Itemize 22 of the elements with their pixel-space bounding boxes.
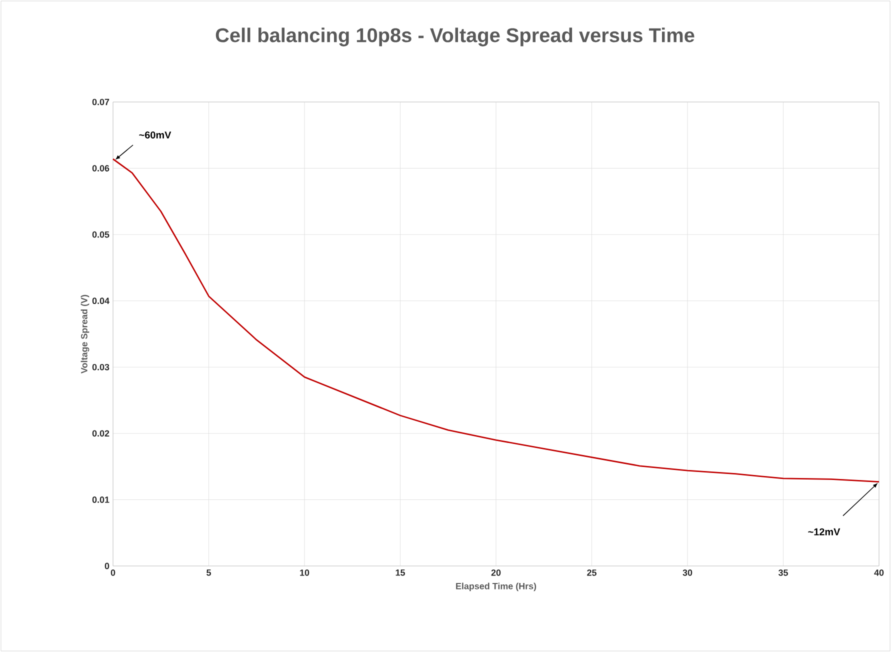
y-tick-label: 0.06 xyxy=(92,165,110,172)
y-tick-label: 0.01 xyxy=(92,496,110,503)
y-tick-label: 0.03 xyxy=(92,364,110,370)
x-tick-label: 25 xyxy=(587,570,596,576)
y-axis-title: Voltage Spread (V) xyxy=(80,294,90,374)
x-tick-label: 40 xyxy=(874,570,884,576)
x-tick-label: 30 xyxy=(682,570,692,576)
annotation: ~60mV xyxy=(139,131,172,139)
y-tick-label: 0.07 xyxy=(92,98,110,106)
y-tick-label: 0.04 xyxy=(92,298,110,304)
x-tick-label: 10 xyxy=(300,570,310,576)
x-axis-title: Elapsed Time (Hrs) xyxy=(456,582,536,592)
chart-title: Cell balancing 10p8s - Voltage Spread versus Time xyxy=(216,28,694,46)
annotation: ~12mV xyxy=(808,528,840,536)
x-tick-label: 20 xyxy=(491,570,501,576)
x-tick-label: 15 xyxy=(396,570,405,576)
y-tick-label: 0 xyxy=(104,562,110,570)
y-tick-label: 0.02 xyxy=(92,430,110,437)
x-tick-label: 35 xyxy=(778,570,788,576)
y-tick-label: 0.05 xyxy=(92,231,110,238)
x-tick-label: 5 xyxy=(206,570,211,576)
x-tick-label: 0 xyxy=(110,570,116,576)
